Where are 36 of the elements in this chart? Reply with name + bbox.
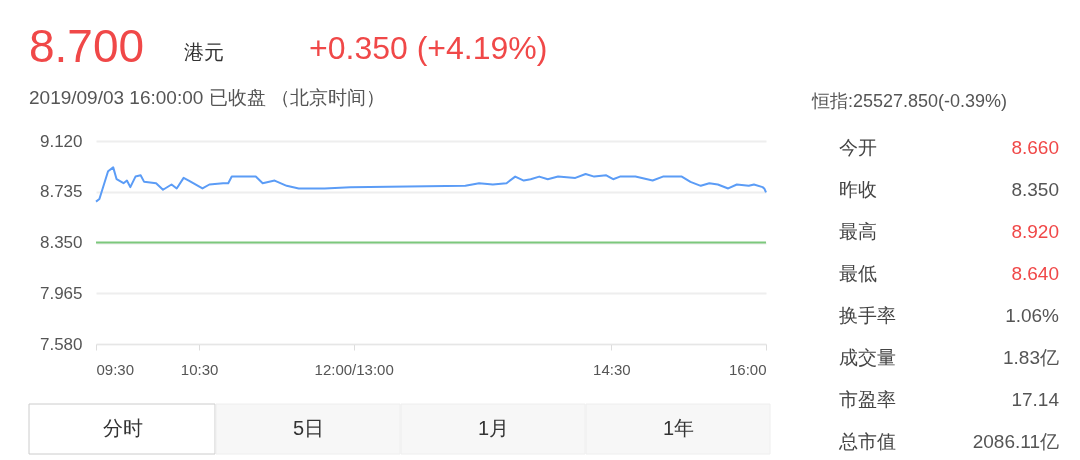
x-tick-label: 16:00 <box>728 360 767 378</box>
text: 分时 <box>102 417 143 439</box>
x-tick-label: 12:00/13:00 <box>314 360 394 378</box>
chart-title: 8.700 <box>29 20 145 72</box>
text: 8.640 <box>1011 263 1059 284</box>
text: 最高 <box>839 221 877 242</box>
y-tick-label: 8.350 <box>39 233 83 252</box>
text: 2086.11亿 <box>972 431 1059 452</box>
text: 17.14 <box>1011 389 1060 410</box>
text: 1.83亿 <box>1003 347 1059 368</box>
x-tick-label: 10:30 <box>180 360 219 378</box>
y-tick-label: 7.965 <box>39 283 83 303</box>
text: 昨收 <box>839 179 877 200</box>
text: 恒指:25527.850(-0.39%) <box>811 91 1008 111</box>
text: 1年 <box>662 417 695 439</box>
text: 换手率 <box>839 305 896 326</box>
text: 最低 <box>839 263 877 284</box>
text: 总市值 <box>838 431 896 452</box>
y-tick-label: 9.120 <box>39 131 83 151</box>
x-tick-label: 09:30 <box>96 360 135 378</box>
text: 市盈率 <box>839 389 896 410</box>
line-series <box>95 166 767 203</box>
text: 今开 <box>839 137 877 158</box>
y-tick-label: 7.580 <box>39 334 83 354</box>
chart-subtitle: 2019/09/03 16:00:00 已收盘 （北京时间） <box>29 87 385 108</box>
y-tick-label: 8.735 <box>39 182 83 202</box>
text: 成交量 <box>839 347 896 368</box>
text: 8.350 <box>1011 179 1059 200</box>
text: 8.920 <box>1011 221 1059 242</box>
text: 5日 <box>292 417 325 439</box>
text: 港元 <box>184 41 224 63</box>
x-tick-label: 14:30 <box>593 360 631 378</box>
text: 8.660 <box>1011 137 1059 158</box>
text: 1.06% <box>1005 305 1060 326</box>
text: 1月 <box>477 417 510 439</box>
text: +0.350 (+4.19%) <box>309 30 548 66</box>
